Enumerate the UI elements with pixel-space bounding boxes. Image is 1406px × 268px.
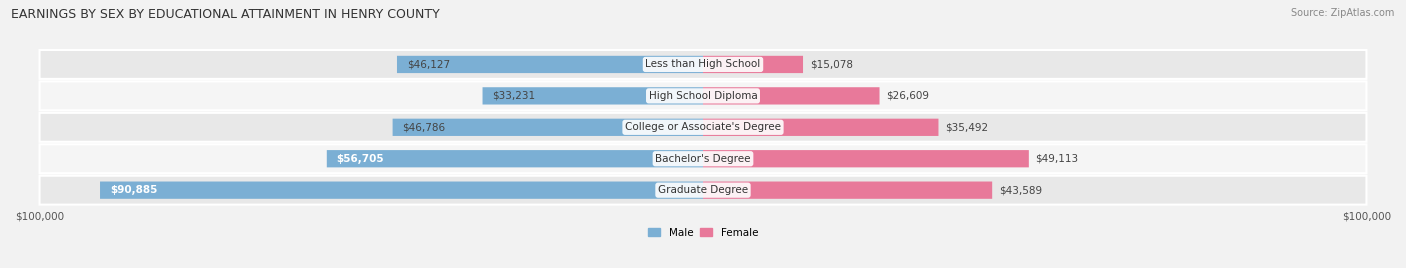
Text: $90,885: $90,885 [110, 185, 157, 195]
Text: $35,492: $35,492 [945, 122, 988, 132]
Text: $46,127: $46,127 [406, 59, 450, 69]
Text: Bachelor's Degree: Bachelor's Degree [655, 154, 751, 164]
Text: $15,078: $15,078 [810, 59, 852, 69]
FancyBboxPatch shape [703, 119, 938, 136]
Text: Less than High School: Less than High School [645, 59, 761, 69]
Text: Graduate Degree: Graduate Degree [658, 185, 748, 195]
FancyBboxPatch shape [482, 87, 703, 105]
FancyBboxPatch shape [392, 119, 703, 136]
Text: $56,705: $56,705 [337, 154, 384, 164]
FancyBboxPatch shape [100, 181, 703, 199]
FancyBboxPatch shape [326, 150, 703, 168]
Text: High School Diploma: High School Diploma [648, 91, 758, 101]
FancyBboxPatch shape [703, 150, 1029, 168]
FancyBboxPatch shape [703, 56, 803, 73]
Text: $46,786: $46,786 [402, 122, 446, 132]
Text: Source: ZipAtlas.com: Source: ZipAtlas.com [1291, 8, 1395, 18]
Text: EARNINGS BY SEX BY EDUCATIONAL ATTAINMENT IN HENRY COUNTY: EARNINGS BY SEX BY EDUCATIONAL ATTAINMEN… [11, 8, 440, 21]
Text: $43,589: $43,589 [998, 185, 1042, 195]
FancyBboxPatch shape [703, 87, 880, 105]
Text: $33,231: $33,231 [492, 91, 536, 101]
Legend: Male, Female: Male, Female [648, 228, 758, 237]
FancyBboxPatch shape [39, 144, 1367, 173]
FancyBboxPatch shape [39, 113, 1367, 142]
FancyBboxPatch shape [396, 56, 703, 73]
Text: $49,113: $49,113 [1035, 154, 1078, 164]
FancyBboxPatch shape [703, 181, 993, 199]
Text: College or Associate's Degree: College or Associate's Degree [626, 122, 780, 132]
Text: $26,609: $26,609 [886, 91, 929, 101]
FancyBboxPatch shape [39, 176, 1367, 205]
FancyBboxPatch shape [39, 81, 1367, 110]
FancyBboxPatch shape [39, 50, 1367, 79]
